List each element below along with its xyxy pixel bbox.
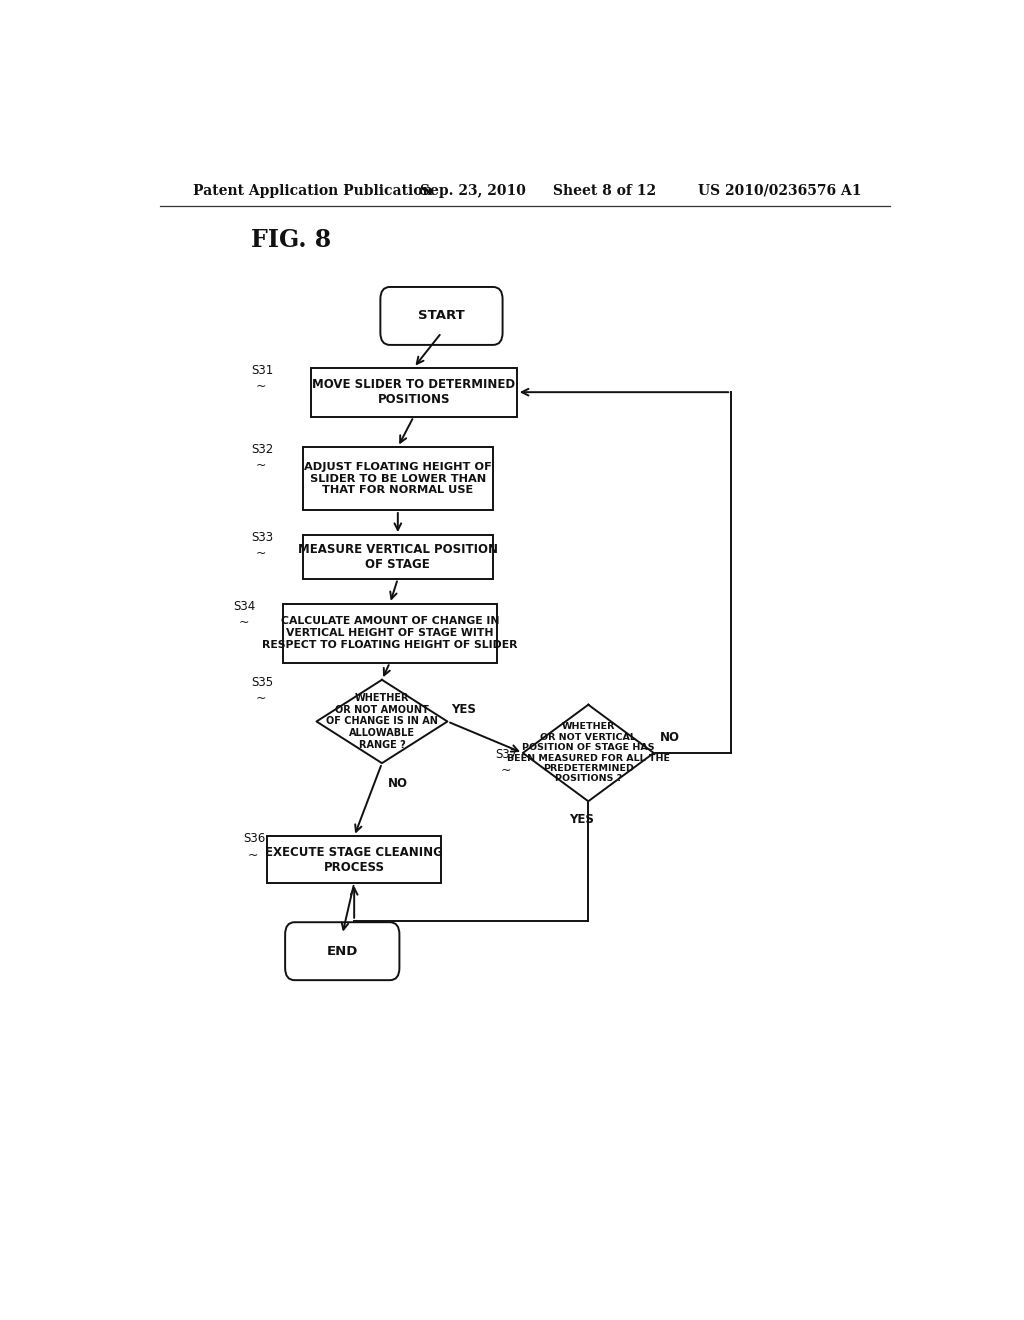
Polygon shape [316, 680, 447, 763]
Text: S37: S37 [496, 748, 518, 760]
Text: YES: YES [452, 702, 476, 715]
Text: S34: S34 [233, 599, 256, 612]
Bar [267, 837, 441, 883]
Text: YES: YES [569, 813, 594, 826]
Text: ~: ~ [256, 548, 266, 560]
Bar [303, 535, 494, 578]
Text: START: START [418, 309, 465, 322]
Text: WHETHER
OR NOT AMOUNT
OF CHANGE IS IN AN
ALLOWABLE
RANGE ?: WHETHER OR NOT AMOUNT OF CHANGE IS IN AN… [326, 693, 438, 750]
Text: ~: ~ [248, 849, 259, 862]
Text: ~: ~ [256, 459, 266, 473]
Text: Sep. 23, 2010: Sep. 23, 2010 [420, 183, 526, 198]
Bar [283, 603, 497, 663]
Text: END: END [327, 945, 358, 958]
Text: WHETHER
OR NOT VERTICAL
POSITION OF STAGE HAS
BEEN MEASURED FOR ALL THE
PREDETER: WHETHER OR NOT VERTICAL POSITION OF STAG… [507, 722, 670, 784]
Text: S33: S33 [251, 531, 273, 544]
Polygon shape [523, 705, 653, 801]
Text: NO: NO [388, 777, 409, 789]
Text: ~: ~ [256, 692, 266, 705]
FancyBboxPatch shape [285, 923, 399, 981]
Text: ~: ~ [239, 615, 249, 628]
Text: EXECUTE STAGE CLEANING
PROCESS: EXECUTE STAGE CLEANING PROCESS [265, 846, 443, 874]
Text: S35: S35 [251, 676, 273, 689]
Text: Sheet 8 of 12: Sheet 8 of 12 [553, 183, 655, 198]
Text: MOVE SLIDER TO DETERMINED
POSITIONS: MOVE SLIDER TO DETERMINED POSITIONS [312, 378, 515, 407]
Text: ~: ~ [256, 380, 266, 393]
Text: FIG. 8: FIG. 8 [251, 228, 331, 252]
Text: S36: S36 [243, 833, 265, 845]
Text: MEASURE VERTICAL POSITION
OF STAGE: MEASURE VERTICAL POSITION OF STAGE [298, 543, 498, 570]
Text: NO: NO [660, 731, 680, 744]
Text: S31: S31 [251, 364, 273, 376]
Text: ~: ~ [501, 764, 511, 777]
Text: Patent Application Publication: Patent Application Publication [194, 183, 433, 198]
Text: S32: S32 [251, 444, 273, 455]
Text: US 2010/0236576 A1: US 2010/0236576 A1 [697, 183, 861, 198]
FancyBboxPatch shape [380, 286, 503, 345]
Bar [310, 368, 517, 417]
Bar [303, 447, 494, 510]
Text: CALCULATE AMOUNT OF CHANGE IN
VERTICAL HEIGHT OF STAGE WITH
RESPECT TO FLOATING : CALCULATE AMOUNT OF CHANGE IN VERTICAL H… [262, 616, 518, 649]
Text: ADJUST FLOATING HEIGHT OF
SLIDER TO BE LOWER THAN
THAT FOR NORMAL USE: ADJUST FLOATING HEIGHT OF SLIDER TO BE L… [304, 462, 492, 495]
